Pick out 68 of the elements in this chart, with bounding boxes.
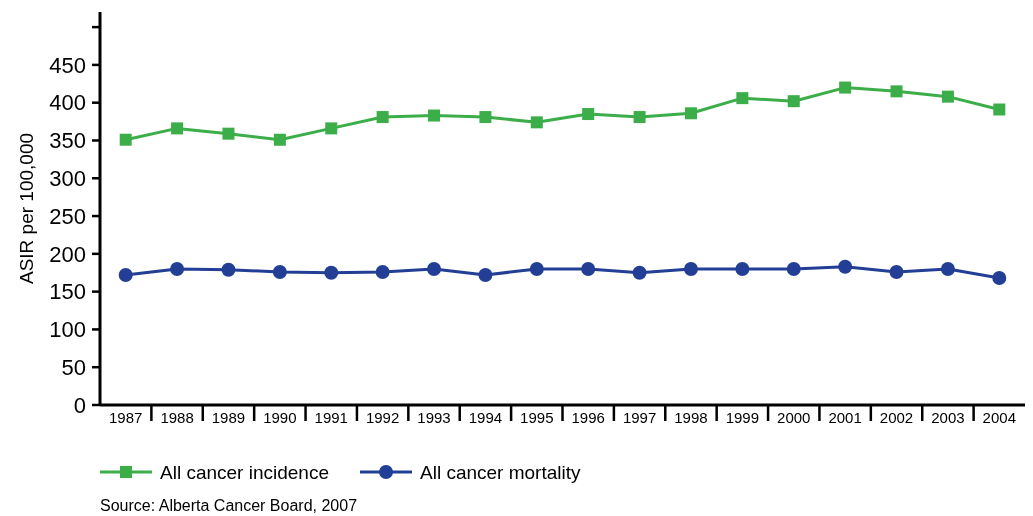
point (993, 103, 1006, 116)
point (838, 259, 853, 274)
y-tick-label: 200 (49, 241, 86, 267)
point (325, 122, 338, 135)
x-tick-label: 1998 (674, 409, 708, 426)
point (479, 111, 492, 124)
x-tick-label: 2003 (931, 409, 965, 426)
x-tick-label: 2000 (777, 409, 811, 426)
x-tick-label: 1991 (314, 409, 348, 426)
point (786, 261, 801, 276)
y-tick-label: 150 (49, 279, 86, 305)
point (736, 92, 749, 105)
point (633, 111, 646, 124)
y-tick-label: 350 (49, 128, 86, 154)
x-tick-label: 2001 (828, 409, 862, 426)
point (324, 265, 339, 280)
y-tick-label: 450 (49, 52, 86, 78)
point (529, 261, 544, 276)
point (582, 108, 595, 121)
point (632, 265, 647, 280)
y-tick-label: 400 (49, 90, 86, 116)
point (684, 107, 697, 120)
y-tick-label: 50 (61, 354, 86, 380)
x-tick-label: 1990 (263, 409, 297, 426)
point (581, 261, 596, 276)
x-tick-label: 1992 (365, 409, 400, 426)
point (222, 127, 235, 140)
x-tick-label: 2002 (879, 409, 914, 426)
x-tick-label: 2004 (982, 409, 1016, 426)
x-tick-label: 1994 (468, 409, 503, 426)
legend-label: All cancer mortality (420, 461, 581, 483)
point (683, 261, 698, 276)
point (478, 268, 493, 283)
point (530, 116, 543, 129)
point (839, 81, 852, 94)
y-tick-label: 100 (49, 317, 86, 343)
point (221, 262, 236, 277)
point (170, 261, 185, 276)
point (119, 133, 132, 146)
point (889, 264, 904, 279)
x-tick-label: 1989 (211, 409, 246, 426)
point (941, 90, 954, 103)
point (428, 109, 441, 122)
point (992, 271, 1007, 286)
x-tick-label: 1988 (160, 409, 194, 426)
point (376, 111, 389, 124)
y-tick-label: 300 (49, 165, 86, 191)
legend-label: All cancer incidence (160, 461, 329, 483)
point (427, 261, 442, 276)
y-axis-title: ASIR per 100,000 (16, 132, 37, 285)
point (375, 264, 390, 279)
y-tick-label: 250 (49, 203, 86, 229)
x-tick-label: 1993 (417, 409, 451, 426)
source-note: Source: Alberta Cancer Board, 2007 (100, 496, 358, 514)
point (940, 261, 955, 276)
x-tick-label: 1997 (622, 409, 657, 426)
point (118, 268, 133, 283)
point (735, 261, 750, 276)
point (787, 95, 800, 108)
point (272, 264, 287, 279)
x-tick-label: 1987 (109, 409, 143, 426)
x-tick-label: 1995 (520, 409, 554, 426)
x-tick-label: 1999 (725, 409, 760, 426)
point (273, 133, 286, 146)
y-tick-label: 0 (73, 392, 86, 418)
x-tick-label: 1996 (571, 409, 605, 426)
point (171, 122, 184, 135)
point (890, 85, 903, 98)
